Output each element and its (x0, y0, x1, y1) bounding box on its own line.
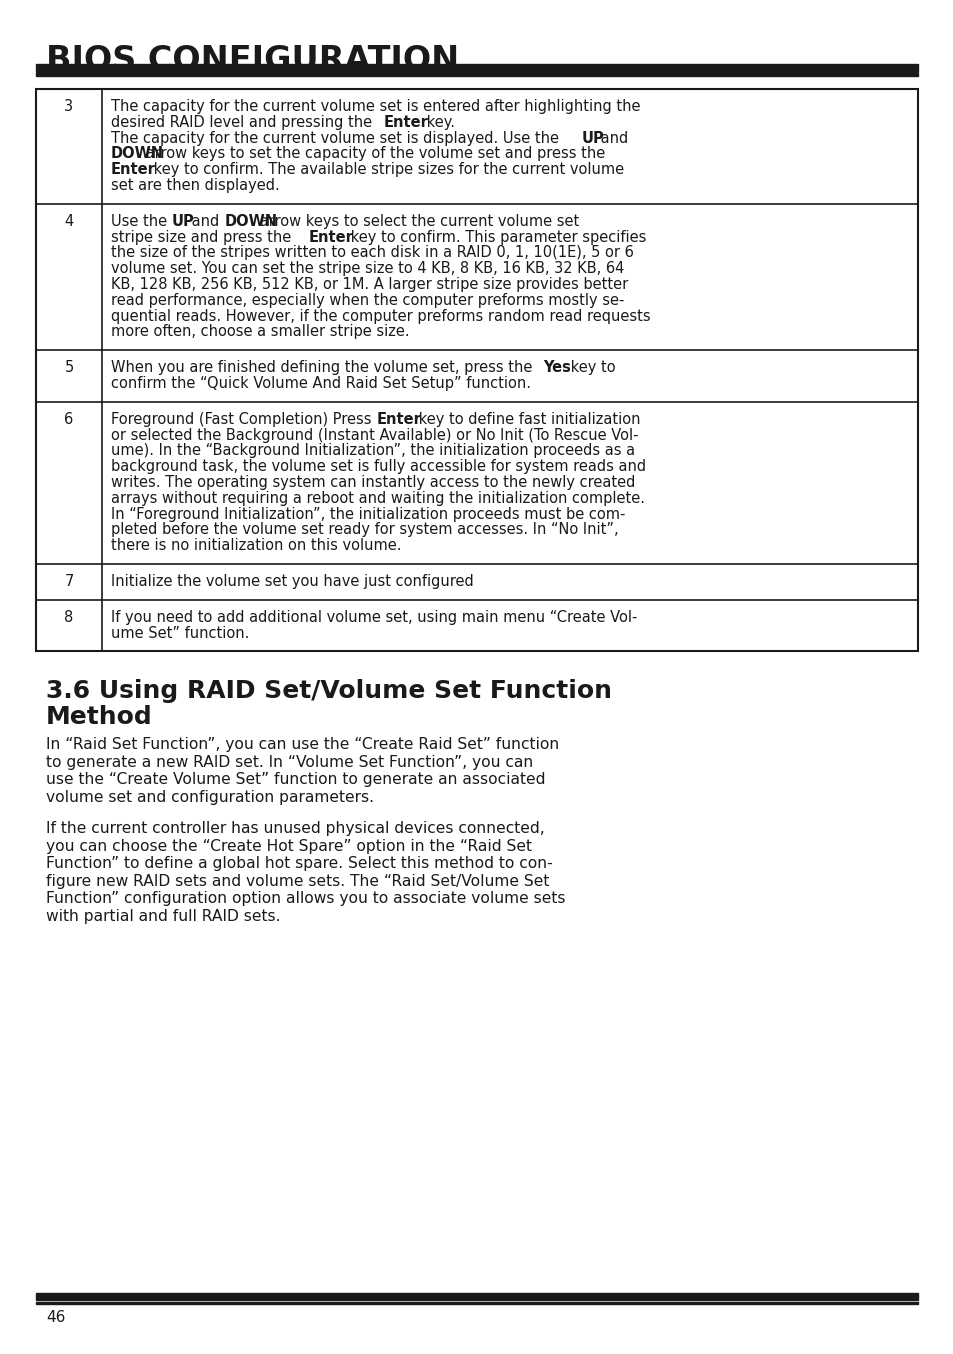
Bar (36, 73, 917, 76)
Text: quential reads. However, if the computer preforms random read requests: quential reads. However, if the computer… (111, 309, 650, 324)
Text: 3: 3 (65, 99, 73, 114)
Text: BIOS CONFIGURATION: BIOS CONFIGURATION (46, 43, 458, 77)
Text: Initialize the volume set you have just configured: Initialize the volume set you have just … (111, 574, 474, 589)
Text: Enter: Enter (111, 162, 155, 177)
Text: key to confirm. The available stripe sizes for the current volume: key to confirm. The available stripe siz… (149, 162, 623, 177)
Text: desired RAID level and pressing the: desired RAID level and pressing the (111, 115, 376, 130)
Text: UP: UP (172, 214, 194, 229)
Text: Use the: Use the (111, 214, 172, 229)
Text: Function” configuration option allows you to associate volume sets: Function” configuration option allows yo… (46, 891, 565, 906)
Text: key to: key to (565, 360, 615, 375)
Text: volume set and configuration parameters.: volume set and configuration parameters. (46, 789, 374, 804)
Text: Method: Method (46, 705, 152, 730)
Bar (36, 1293, 917, 1300)
Text: confirm the “Quick Volume And Raid Set Setup” function.: confirm the “Quick Volume And Raid Set S… (111, 376, 531, 391)
Bar (36, 64, 917, 72)
Text: figure new RAID sets and volume sets. The “Raid Set/Volume Set: figure new RAID sets and volume sets. Th… (46, 873, 549, 888)
Text: ume Set” function.: ume Set” function. (111, 626, 249, 640)
Text: more often, choose a smaller stripe size.: more often, choose a smaller stripe size… (111, 325, 409, 340)
Text: The capacity for the current volume set is displayed. Use the: The capacity for the current volume set … (111, 130, 563, 146)
Text: ume). In the “Background Initialization”, the initialization proceeds as a: ume). In the “Background Initialization”… (111, 443, 635, 459)
Text: or selected the Background (Instant Available) or No Init (To Rescue Vol-: or selected the Background (Instant Avai… (111, 428, 638, 443)
Text: Yes: Yes (542, 360, 571, 375)
Bar (36, 89, 917, 651)
Text: DOWN: DOWN (111, 146, 164, 161)
Text: pleted before the volume set ready for system accesses. In “No Init”,: pleted before the volume set ready for s… (111, 523, 618, 538)
Text: volume set. You can set the stripe size to 4 KB, 8 KB, 16 KB, 32 KB, 64: volume set. You can set the stripe size … (111, 261, 623, 276)
Text: you can choose the “Create Hot Spare” option in the “Raid Set: you can choose the “Create Hot Spare” op… (46, 839, 532, 854)
Text: arrow keys to set the capacity of the volume set and press the: arrow keys to set the capacity of the vo… (141, 146, 605, 161)
Text: Enter: Enter (376, 412, 421, 427)
Text: key.: key. (421, 115, 455, 130)
Text: 3.6 Using RAID Set/Volume Set Function: 3.6 Using RAID Set/Volume Set Function (46, 680, 612, 703)
Text: DOWN: DOWN (225, 214, 277, 229)
Text: 5: 5 (64, 360, 73, 375)
Text: to generate a new RAID set. In “Volume Set Function”, you can: to generate a new RAID set. In “Volume S… (46, 756, 533, 770)
Text: 4: 4 (64, 214, 73, 229)
Text: When you are finished defining the volume set, press the: When you are finished defining the volum… (111, 360, 537, 375)
Text: the size of the stripes written to each disk in a RAID 0, 1, 10(1E), 5 or 6: the size of the stripes written to each … (111, 245, 633, 260)
Text: writes. The operating system can instantly access to the newly created: writes. The operating system can instant… (111, 475, 635, 490)
Text: and: and (187, 214, 223, 229)
Text: background task, the volume set is fully accessible for system reads and: background task, the volume set is fully… (111, 459, 645, 474)
Text: with partial and full RAID sets.: with partial and full RAID sets. (46, 909, 280, 923)
Text: If the current controller has unused physical devices connected,: If the current controller has unused phy… (46, 822, 544, 837)
Text: key to define fast initialization: key to define fast initialization (414, 412, 640, 427)
Text: 46: 46 (46, 1311, 66, 1326)
Text: Enter: Enter (384, 115, 429, 130)
Text: 7: 7 (64, 574, 73, 589)
Text: If you need to add additional volume set, using main menu “Create Vol-: If you need to add additional volume set… (111, 609, 637, 624)
Text: 8: 8 (64, 609, 73, 624)
Text: The capacity for the current volume set is entered after highlighting the: The capacity for the current volume set … (111, 99, 639, 114)
Text: KB, 128 KB, 256 KB, 512 KB, or 1M. A larger stripe size provides better: KB, 128 KB, 256 KB, 512 KB, or 1M. A lar… (111, 278, 628, 292)
Text: In “Raid Set Function”, you can use the “Create Raid Set” function: In “Raid Set Function”, you can use the … (46, 738, 558, 753)
Text: arrays without requiring a reboot and waiting the initialization complete.: arrays without requiring a reboot and wa… (111, 490, 644, 506)
Text: there is no initialization on this volume.: there is no initialization on this volum… (111, 538, 401, 554)
Text: Foreground (Fast Completion) Press: Foreground (Fast Completion) Press (111, 412, 375, 427)
Text: key to confirm. This parameter specifies: key to confirm. This parameter specifies (346, 230, 646, 245)
Text: stripe size and press the: stripe size and press the (111, 230, 295, 245)
Text: Function” to define a global hot spare. Select this method to con-: Function” to define a global hot spare. … (46, 856, 552, 872)
Text: 6: 6 (64, 412, 73, 427)
Bar (36, 1303, 917, 1304)
Text: arrow keys to select the current volume set: arrow keys to select the current volume … (254, 214, 578, 229)
Text: In “Foreground Initialization”, the initialization proceeds must be com-: In “Foreground Initialization”, the init… (111, 506, 625, 521)
Text: use the “Create Volume Set” function to generate an associated: use the “Create Volume Set” function to … (46, 772, 545, 788)
Text: set are then displayed.: set are then displayed. (111, 177, 279, 194)
Text: Enter: Enter (308, 230, 353, 245)
Text: UP: UP (580, 130, 603, 146)
Text: read performance, especially when the computer preforms mostly se-: read performance, especially when the co… (111, 292, 623, 307)
Text: and: and (596, 130, 628, 146)
